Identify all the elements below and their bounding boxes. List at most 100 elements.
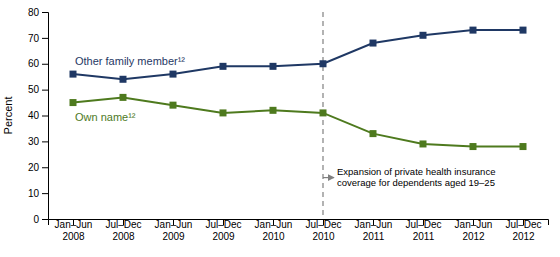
y-tick: 40 [28, 110, 48, 121]
x-tick-label-line: Jan–Jun [55, 219, 93, 230]
series-marker [120, 76, 127, 83]
x-tick: Jul–Dec2010 [305, 219, 341, 242]
series-marker [320, 60, 327, 67]
y-tick-label: 0 [33, 214, 39, 225]
y-tick-mark [42, 219, 48, 220]
series-marker [170, 102, 177, 109]
x-tick-label: Jan–Jun2012 [455, 219, 493, 242]
series-line [73, 30, 523, 79]
x-tick: Jan–Jun2008 [55, 219, 93, 242]
marks [70, 12, 527, 219]
y-tick: 70 [28, 33, 48, 44]
series-marker [420, 140, 427, 147]
x-tick-label: Jul–Dec2008 [105, 219, 141, 242]
x-axis: Jan–Jun2008Jul–Dec2008Jan–Jun2009Jul–Dec… [49, 219, 549, 242]
y-tick-mark [42, 38, 48, 39]
y-axis: 0 10 20 30 40 50 60 70 80 [28, 7, 49, 225]
series-marker [170, 71, 177, 78]
x-tick-label-line: Jul–Dec [305, 219, 341, 230]
x-tick-label-line: 2009 [212, 231, 235, 242]
x-tick-label-line: Jan–Jun [255, 219, 293, 230]
x-tick-label: Jul–Dec2009 [205, 219, 241, 242]
annotation: Expansion of private health insurancecov… [323, 165, 496, 189]
y-tick-label: 40 [28, 110, 40, 121]
series-marker [420, 32, 427, 39]
series-marker [320, 109, 327, 116]
x-tick: Jan–Jun2012 [455, 219, 493, 242]
y-axis-title: Percent [2, 97, 14, 135]
y-tick-mark [42, 116, 48, 117]
y-tick-mark [42, 193, 48, 194]
x-tick-label-line: Jan–Jun [355, 219, 393, 230]
x-tick-label-line: 2012 [462, 231, 485, 242]
x-tick-label: Jan–Jun2011 [355, 219, 393, 242]
y-tick-label: 60 [28, 58, 40, 69]
x-tick-label: Jan–Jun2010 [255, 219, 293, 242]
x-tick-label-line: Jul–Dec [205, 219, 241, 230]
annotation-background [336, 165, 496, 189]
x-tick-label-line: 2011 [363, 231, 385, 242]
y-tick: 50 [28, 84, 48, 95]
x-tick: Jan–Jun2010 [255, 219, 293, 242]
y-tick-label: 30 [28, 136, 40, 147]
annotation-arrow [323, 177, 334, 178]
y-tick-label: 10 [28, 188, 40, 199]
x-tick-label: Jan–Jun2009 [155, 219, 193, 242]
series-marker [520, 143, 527, 150]
annotation-text: Expansion of private health insurancecov… [337, 166, 495, 188]
x-tick-label-line: 2009 [162, 231, 185, 242]
chart: 01020304050607080Jan–Jun2008Jul–Dec2008J… [0, 0, 560, 257]
x-tick-label-line: 2008 [62, 231, 85, 242]
x-tick-label-line: Jul–Dec [405, 219, 441, 230]
y-tick-mark [42, 64, 48, 65]
x-tick-label-line: 2012 [512, 231, 535, 242]
y-tick-mark [42, 141, 48, 142]
x-tick-label-line: 2010 [262, 231, 285, 242]
series-marker [70, 99, 77, 106]
x-tick-label-line: 2011 [413, 231, 435, 242]
y-tick-mark [42, 90, 48, 91]
x-tick: Jul–Dec2009 [205, 219, 241, 242]
x-tick-label-line: Jan–Jun [155, 219, 193, 230]
plot-area: 01020304050607080Jan–Jun2008Jul–Dec2008J… [2, 7, 549, 242]
x-tick-label-line: 2010 [312, 231, 335, 242]
series-marker [120, 94, 127, 101]
y-tick-label: 70 [28, 33, 40, 44]
series-marker [220, 109, 227, 116]
y-tick: 60 [28, 58, 48, 69]
x-tick: Jan–Jun2011 [355, 219, 393, 242]
x-tick-label-line: Jan–Jun [455, 219, 493, 230]
y-tick-label: 20 [28, 162, 40, 173]
series-marker [470, 143, 477, 150]
series-marker [520, 27, 527, 34]
y-tick: 0 [33, 214, 48, 225]
series-marker [370, 40, 377, 47]
x-tick-label: Jan–Jun2008 [55, 219, 93, 242]
x-tick: Jul–Dec2008 [105, 219, 141, 242]
x-tick-label: Jul–Dec2011 [405, 219, 441, 242]
y-tick: 80 [28, 7, 48, 18]
y-tick-label: 50 [28, 84, 40, 95]
x-tick-label: Jul–Dec2012 [505, 219, 541, 242]
y-tick-mark [42, 12, 48, 13]
series-line [73, 97, 523, 146]
x-tick-label: Jul–Dec2010 [305, 219, 341, 242]
annotation-text-line: Expansion of private health insurance [337, 166, 495, 177]
series-marker [70, 71, 77, 78]
annotation-text-line: coverage for dependents aged 19–25 [337, 177, 495, 188]
series-marker [370, 130, 377, 137]
y-tick: 20 [28, 162, 48, 173]
x-tick-label-line: Jul–Dec [505, 219, 541, 230]
x-tick: Jul–Dec2012 [505, 219, 541, 242]
y-axis-line [42, 13, 49, 220]
series-label: Other family member¹² [75, 55, 185, 67]
x-tick-label-line: 2008 [112, 231, 135, 242]
x-tick: Jul–Dec2011 [405, 219, 441, 242]
y-tick-mark [42, 167, 48, 168]
series-label: Own name¹² [75, 111, 136, 123]
x-tick-label-line: Jul–Dec [105, 219, 141, 230]
series-marker [220, 63, 227, 70]
y-tick: 10 [28, 188, 48, 199]
series-marker [270, 107, 277, 114]
y-tick: 30 [28, 136, 48, 147]
